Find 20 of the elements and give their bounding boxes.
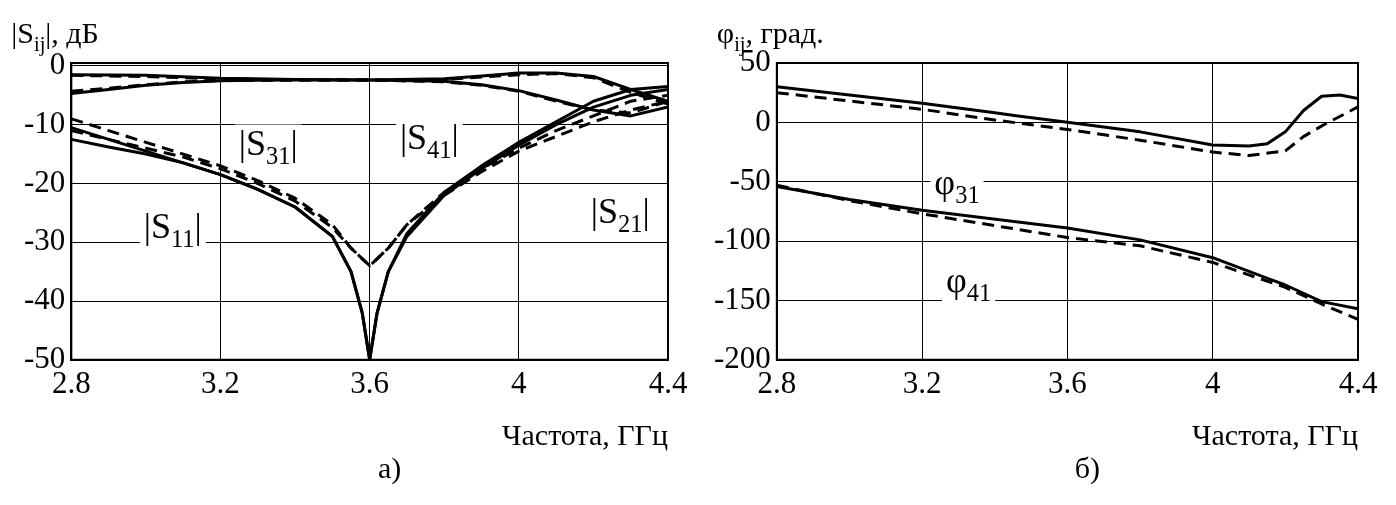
x-tick-label: 3.6: [350, 364, 390, 400]
x-tick-label: 4: [511, 364, 528, 400]
x-axis-title: Частота, ГГц: [502, 417, 668, 451]
x-tick-label: 3.2: [902, 364, 942, 400]
x-tick-label: 3.6: [1048, 364, 1087, 400]
x-tick-label: 4: [1204, 364, 1221, 400]
x-axis-title: Частота, ГГц: [1192, 417, 1358, 451]
x-tick-label: 3.2: [201, 364, 240, 400]
y-tick-label: -10: [24, 104, 66, 140]
text: а): [378, 450, 402, 485]
x-tick-label: 4.4: [648, 364, 688, 400]
y-tick-label: -100: [714, 221, 771, 257]
text: б): [1074, 450, 1101, 485]
y-tick-label: -30: [24, 222, 66, 258]
x-tick-label: 4.4: [1338, 364, 1378, 400]
y-tick-label: -150: [714, 280, 771, 316]
y-tick-label: -20: [24, 163, 66, 199]
y-tick-label: 0: [755, 102, 771, 138]
y-tick-label: -50: [729, 161, 771, 197]
y-tick-label: -40: [24, 281, 66, 317]
